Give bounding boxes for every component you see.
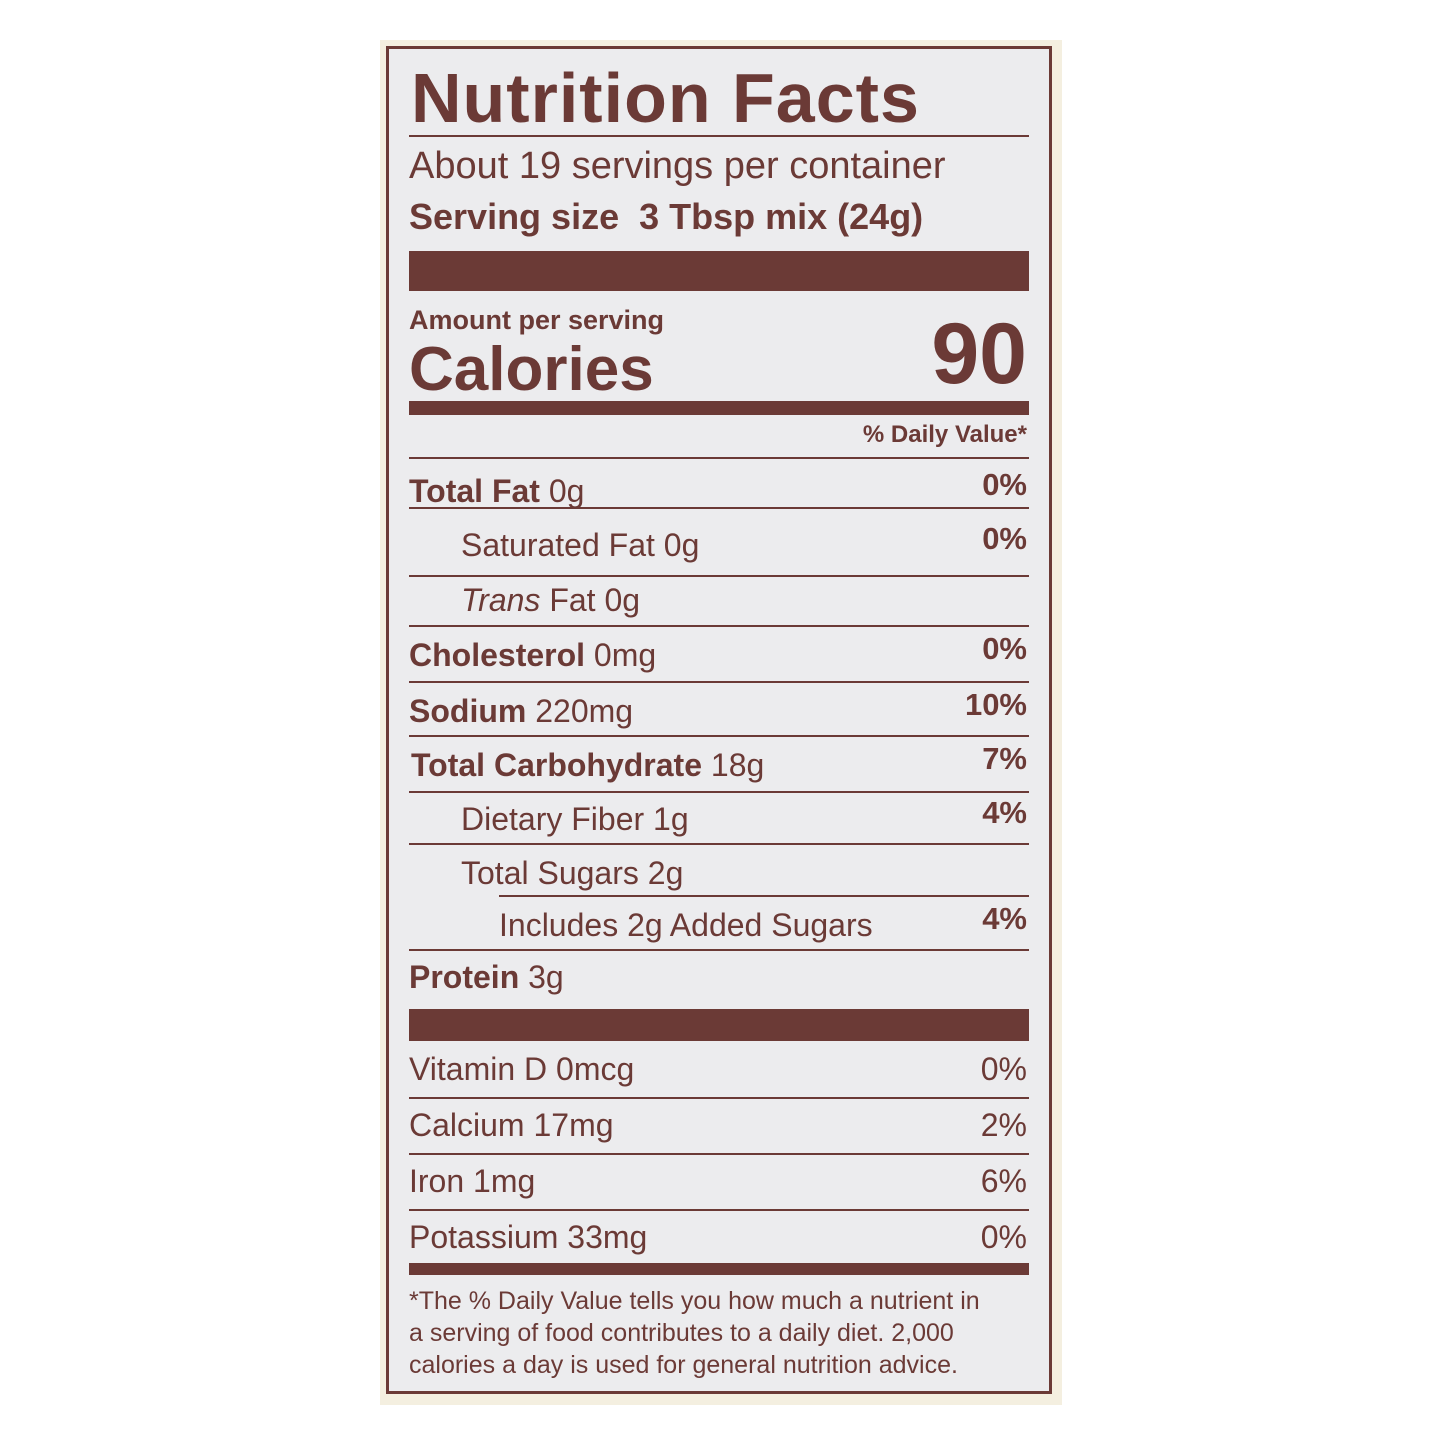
nutrition-facts-label: Nutrition Facts About 19 servings per co… bbox=[386, 46, 1052, 1394]
divider bbox=[409, 1097, 1029, 1099]
nutrient-daily-value: 4% bbox=[982, 901, 1027, 936]
nutrient-daily-value: 0% bbox=[982, 467, 1027, 502]
nutrient-name: Cholesterol bbox=[409, 637, 586, 673]
daily-value-header: % Daily Value* bbox=[862, 421, 1027, 448]
nutrient-daily-value: 7% bbox=[982, 741, 1027, 776]
nutrient-amount: 0mg bbox=[593, 637, 657, 673]
serving-size: Serving size 3 Tbsp mix (24g) bbox=[409, 199, 923, 235]
divider bbox=[409, 791, 1029, 793]
nutrient-row: Protein 3g bbox=[409, 961, 564, 993]
divider bbox=[409, 1209, 1029, 1211]
divider bbox=[409, 949, 1029, 951]
nutrient-name: Sodium bbox=[409, 693, 527, 729]
vitamin-daily-value: 2% bbox=[980, 1107, 1027, 1143]
vitamin-daily-value: 0% bbox=[980, 1219, 1027, 1255]
servings-per-container: About 19 servings per container bbox=[409, 145, 946, 187]
vitamin-row: Calcium 17mg bbox=[409, 1107, 614, 1143]
nutrient-daily-value: 0% bbox=[982, 631, 1027, 666]
nutrient-row: Total Carbohydrate 18g bbox=[411, 749, 764, 781]
vitamin-row: Potassium 33mg bbox=[409, 1219, 648, 1255]
nutrient-amount: 1g bbox=[653, 801, 689, 837]
nutrient-daily-value: 0% bbox=[982, 521, 1027, 556]
nutrient-amount: 0g bbox=[604, 582, 641, 618]
nutrient-name: Total Fat bbox=[409, 473, 540, 509]
nutrient-row: Total Sugars 2g bbox=[461, 857, 683, 889]
divider bbox=[409, 1153, 1029, 1155]
nutrient-row: Trans Fat 0g bbox=[461, 584, 640, 616]
divider bbox=[409, 843, 1029, 845]
divider bbox=[409, 625, 1029, 627]
medium-divider bbox=[409, 1263, 1029, 1275]
divider bbox=[409, 575, 1029, 577]
nutrient-name: Total Sugars bbox=[461, 855, 639, 891]
nutrient-amount: 0g bbox=[663, 527, 700, 563]
serving-size-value: 3 Tbsp mix (24g) bbox=[639, 196, 924, 237]
amount-per-serving: Amount per serving bbox=[409, 305, 665, 335]
footnote-line: a serving of food contributes to a daily… bbox=[409, 1319, 954, 1347]
nutrient-name: Includes 2g Added Sugars bbox=[499, 907, 873, 943]
serving-size-label: Serving size bbox=[409, 196, 620, 237]
calories-value: 90 bbox=[931, 306, 1027, 402]
vitamin-daily-value: 0% bbox=[980, 1051, 1027, 1087]
divider bbox=[409, 457, 1029, 459]
thick-divider bbox=[409, 1009, 1029, 1041]
divider bbox=[499, 895, 1029, 897]
nutrient-amount: 0g bbox=[548, 473, 585, 509]
vitamin-daily-value: 6% bbox=[980, 1163, 1027, 1199]
nutrient-row: Saturated Fat 0g bbox=[461, 529, 699, 561]
divider bbox=[409, 135, 1029, 137]
vitamin-row: Vitamin D 0mcg bbox=[409, 1051, 635, 1087]
nutrient-name: Total Carbohydrate bbox=[411, 747, 702, 783]
thick-divider bbox=[409, 251, 1029, 291]
nutrient-daily-value: 4% bbox=[982, 795, 1027, 830]
nutrient-amount: 220mg bbox=[535, 693, 634, 729]
nutrient-name: Trans bbox=[461, 582, 541, 618]
nutrient-row: Includes 2g Added Sugars bbox=[499, 909, 873, 941]
nutrient-name: Saturated Fat bbox=[461, 527, 655, 563]
calories-label: Calories bbox=[409, 335, 654, 404]
nutrient-row: Total Fat 0g bbox=[409, 475, 584, 507]
nutrient-daily-value: 10% bbox=[964, 687, 1027, 722]
title: Nutrition Facts bbox=[411, 59, 920, 137]
nutrient-amount: 2g bbox=[647, 855, 684, 891]
divider bbox=[409, 735, 1029, 737]
vitamin-row: Iron 1mg bbox=[409, 1163, 536, 1199]
nutrient-amount: 18g bbox=[710, 747, 765, 783]
nutrient-name: Protein bbox=[409, 959, 520, 995]
nutrient-row: Sodium 220mg bbox=[409, 695, 633, 727]
nutrient-amount: 3g bbox=[528, 959, 564, 995]
medium-divider bbox=[409, 401, 1029, 415]
footnote-line: calories a day is used for general nutri… bbox=[409, 1351, 958, 1379]
nutrient-row: Dietary Fiber 1g bbox=[461, 803, 689, 835]
nutrient-name-suffix: Fat bbox=[549, 582, 596, 618]
divider bbox=[409, 681, 1029, 683]
divider bbox=[409, 507, 1029, 509]
nutrient-row: Cholesterol 0mg bbox=[409, 639, 656, 671]
footnote-line: *The % Daily Value tells you how much a … bbox=[409, 1287, 980, 1315]
nutrient-name: Dietary Fiber bbox=[461, 801, 645, 837]
